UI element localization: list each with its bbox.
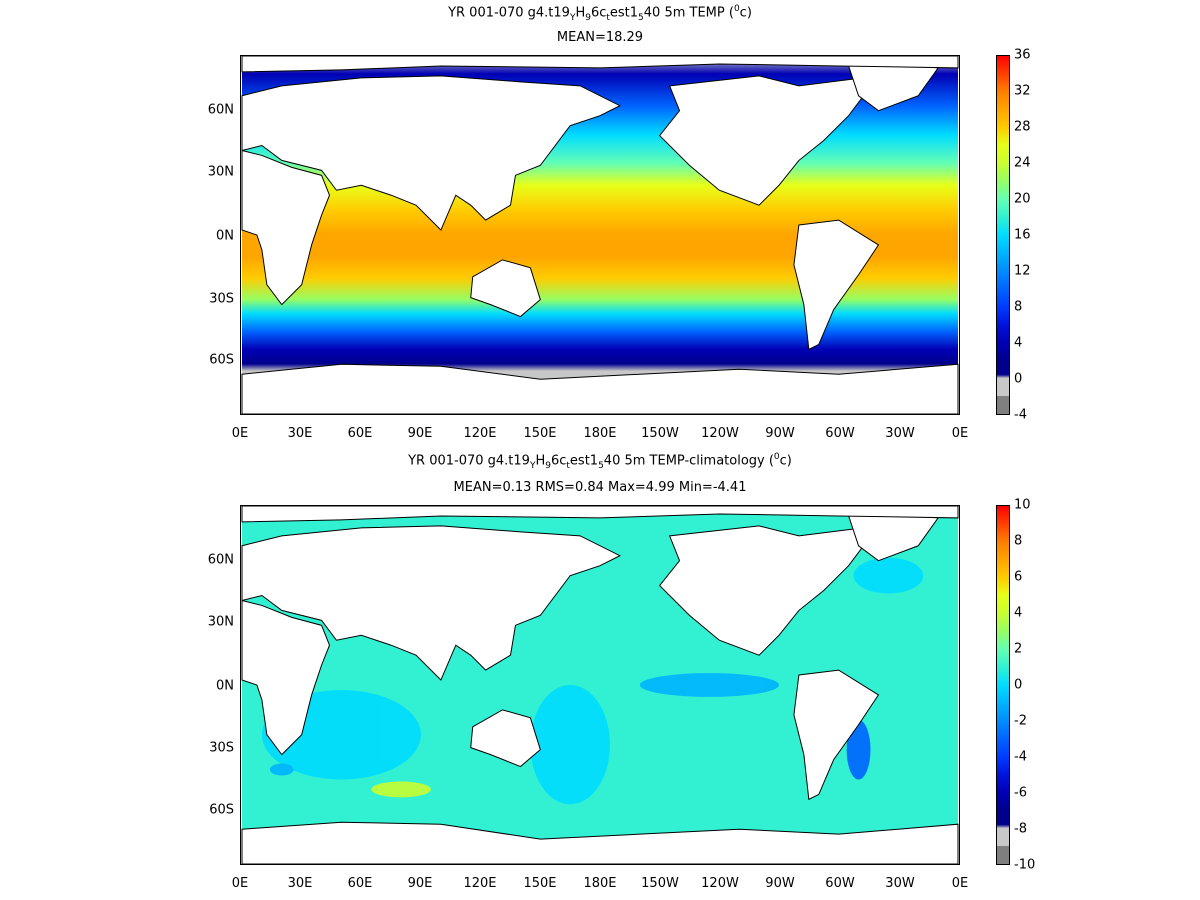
panel-subtitle: MEAN=18.29 bbox=[556, 30, 644, 45]
colorbar-tick: 16 bbox=[1014, 227, 1031, 243]
lon-label: 60W bbox=[825, 876, 855, 891]
lon-label: 120E bbox=[463, 426, 497, 441]
lon-label: 90W bbox=[765, 426, 795, 441]
lat-label: 0N bbox=[216, 228, 234, 244]
colorbar bbox=[996, 505, 1010, 865]
anomaly-map bbox=[240, 505, 960, 865]
lon-label: 30E bbox=[287, 426, 313, 441]
lon-label: 30W bbox=[885, 876, 915, 891]
lon-label: 60E bbox=[347, 426, 373, 441]
colorbar-tick: 2 bbox=[1014, 641, 1023, 657]
lon-label: 150E bbox=[523, 426, 557, 441]
lat-label: 60S bbox=[209, 802, 234, 818]
colorbar-tick: -4 bbox=[1014, 749, 1027, 765]
colorbar-tick: 32 bbox=[1014, 83, 1031, 99]
panel-subtitle: MEAN=0.13 RMS=0.84 Max=4.99 Min=-4.41 bbox=[453, 480, 747, 495]
lat-label: 60S bbox=[209, 352, 234, 368]
lat-label: 0N bbox=[216, 678, 234, 694]
lon-label: 0E bbox=[951, 426, 969, 441]
anomaly-panel: YR 001-070 g4.t19YH96ctest1540 5m TEMP-c… bbox=[0, 450, 1200, 900]
colorbar-tick: 0 bbox=[1014, 677, 1023, 693]
lon-label: 30E bbox=[287, 876, 313, 891]
land-masses bbox=[241, 56, 959, 414]
colorbar-tick: 8 bbox=[1014, 533, 1023, 549]
lon-label: 150W bbox=[641, 426, 679, 441]
lon-label: 180E bbox=[583, 876, 617, 891]
lat-label: 30N bbox=[207, 614, 234, 630]
lat-label: 30S bbox=[209, 291, 234, 307]
colorbar-tick: -2 bbox=[1014, 713, 1027, 729]
lon-label: 0E bbox=[951, 876, 969, 891]
lon-label: 60E bbox=[347, 876, 373, 891]
colorbar-tick: 10 bbox=[1014, 497, 1031, 513]
colorbar-tick: 8 bbox=[1014, 299, 1023, 315]
colorbar-tick: 4 bbox=[1014, 605, 1023, 621]
colorbar-tick: 6 bbox=[1014, 569, 1023, 585]
colorbar-tick: 12 bbox=[1014, 263, 1031, 279]
lon-label: 150W bbox=[641, 876, 679, 891]
lat-label: 30S bbox=[209, 740, 234, 756]
lon-label: 90E bbox=[407, 426, 433, 441]
colorbar-tick: -8 bbox=[1014, 821, 1027, 837]
lon-label: 120E bbox=[463, 876, 497, 891]
lon-label: 120W bbox=[701, 876, 739, 891]
land-masses bbox=[241, 506, 959, 864]
lat-label: 60N bbox=[207, 552, 234, 568]
colorbar-tick: 0 bbox=[1014, 371, 1023, 387]
colorbar bbox=[996, 55, 1010, 415]
lon-label: 90W bbox=[765, 876, 795, 891]
panel-title: YR 001-070 g4.t19YH96ctest1540 5m TEMP (… bbox=[448, 4, 752, 23]
temperature-panel: YR 001-070 g4.t19YH96ctest1540 5m TEMP (… bbox=[207, 4, 1031, 441]
lon-label: 0E bbox=[231, 876, 249, 891]
lon-label: 60W bbox=[825, 426, 855, 441]
lon-label: 0E bbox=[231, 426, 249, 441]
colorbar-tick: 36 bbox=[1014, 47, 1031, 63]
panel-title: YR 001-070 g4.t19YH96ctest1540 5m TEMP-c… bbox=[408, 452, 792, 471]
temperature-map bbox=[240, 55, 960, 415]
colorbar-tick: 20 bbox=[1014, 191, 1031, 207]
colorbar-tick: -10 bbox=[1014, 857, 1036, 873]
colorbar-tick: -4 bbox=[1014, 407, 1027, 423]
lon-label: 180E bbox=[583, 426, 617, 441]
colorbar-tick: -6 bbox=[1014, 785, 1027, 801]
lon-label: 90E bbox=[407, 876, 433, 891]
lat-label: 30N bbox=[207, 164, 234, 180]
colorbar-tick: 28 bbox=[1014, 119, 1031, 135]
lon-label: 120W bbox=[701, 426, 739, 441]
colorbar-tick: 24 bbox=[1014, 155, 1031, 171]
lat-label: 60N bbox=[207, 102, 234, 118]
lon-label: 30W bbox=[885, 426, 915, 441]
colorbar-tick: 4 bbox=[1014, 335, 1023, 351]
lon-label: 150E bbox=[523, 876, 557, 891]
